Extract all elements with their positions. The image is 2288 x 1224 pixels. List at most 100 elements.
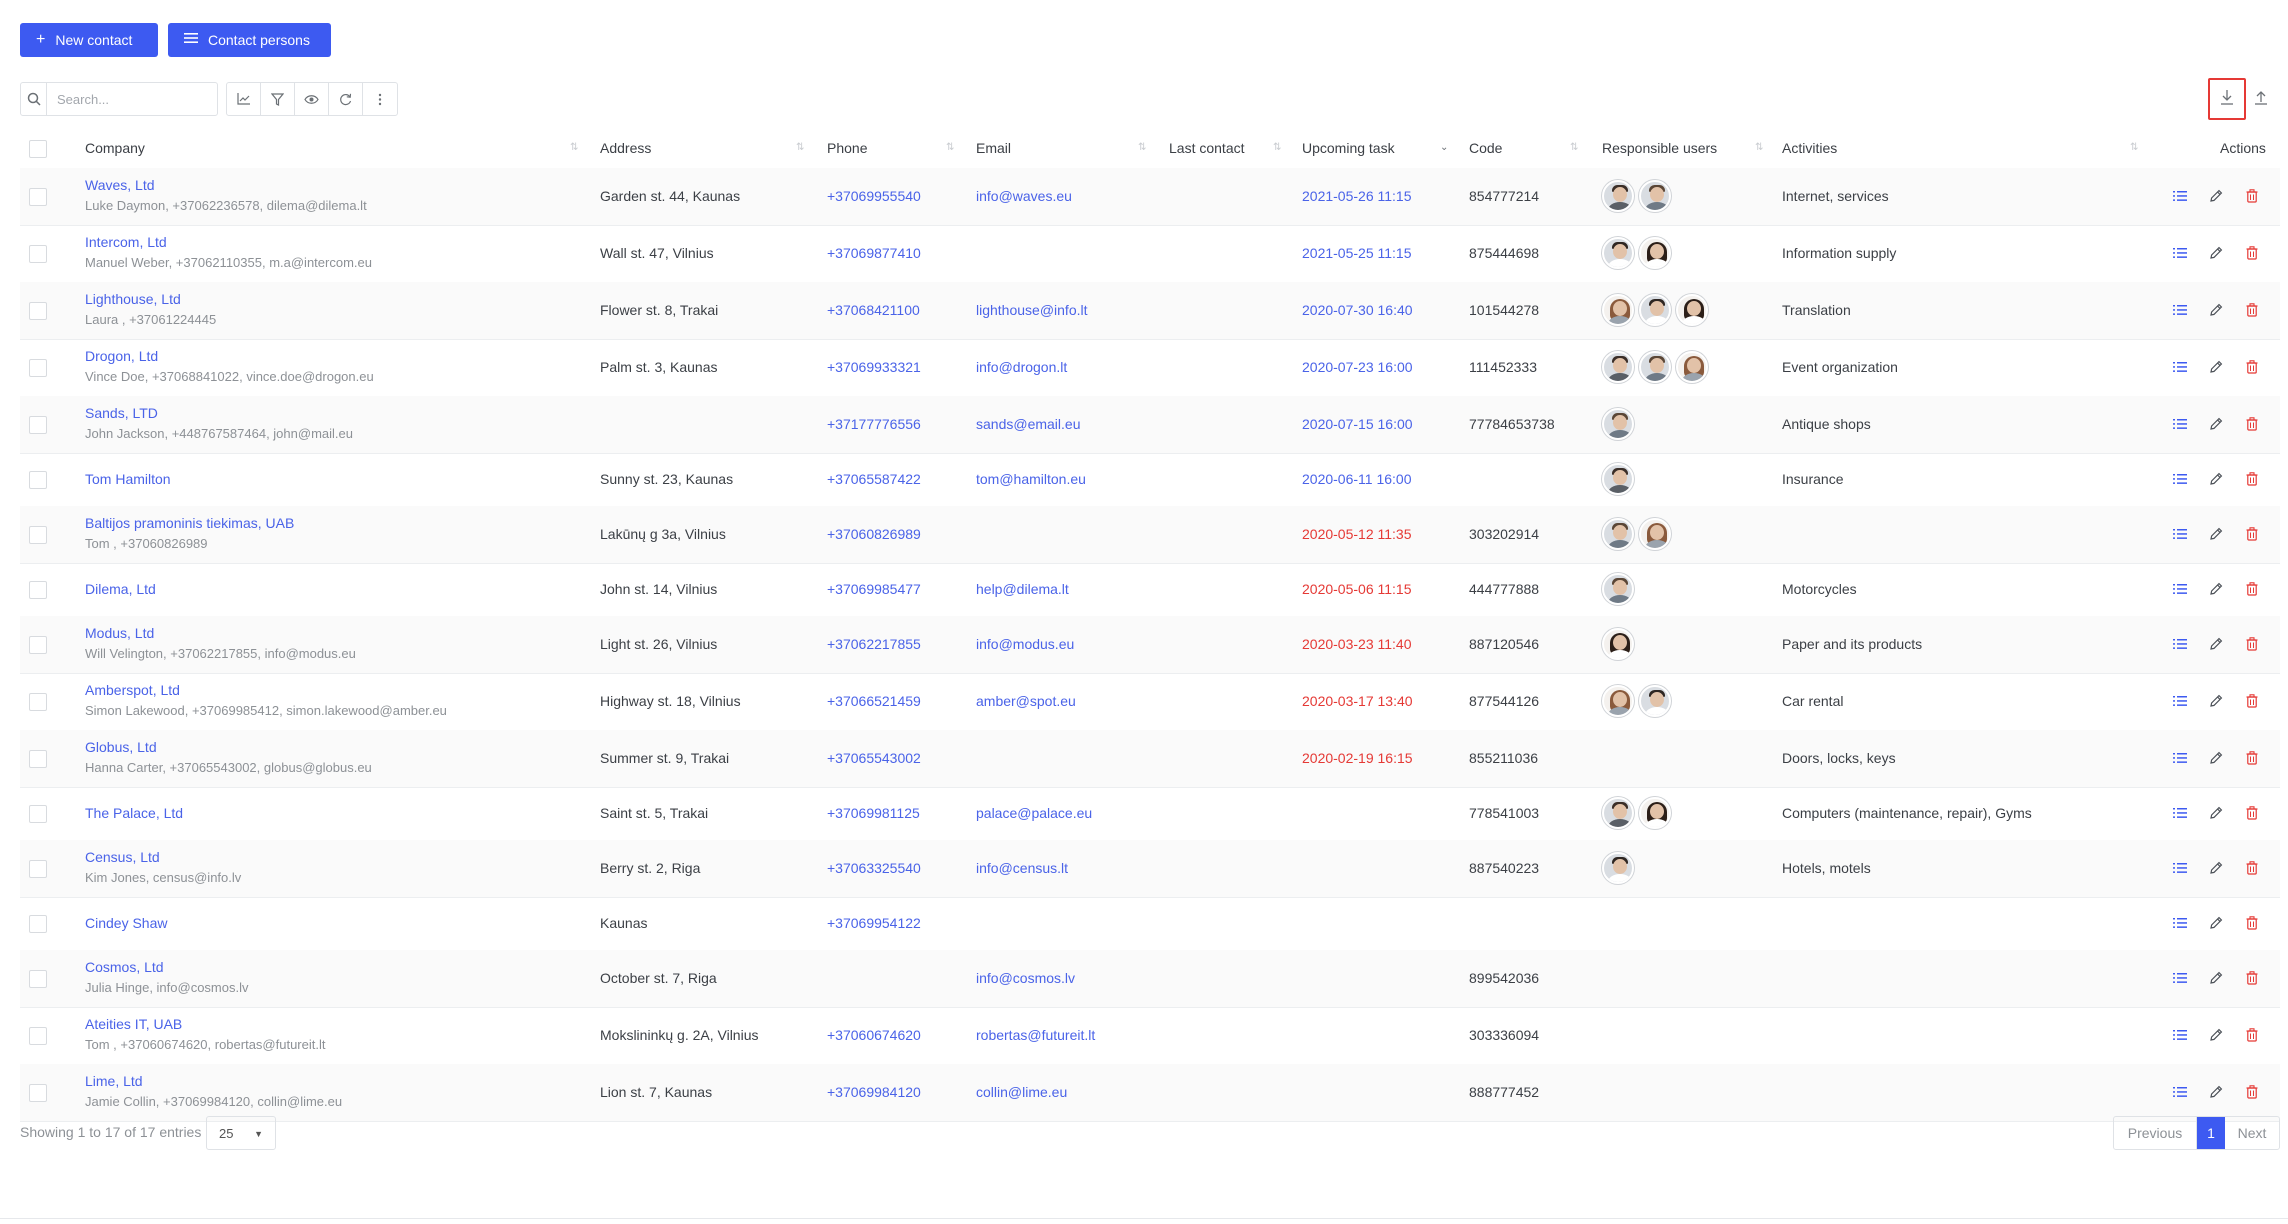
tasks-list-icon[interactable] bbox=[2162, 1028, 2198, 1042]
phone-link[interactable]: +37065543002 bbox=[827, 749, 921, 766]
tasks-list-icon[interactable] bbox=[2162, 637, 2198, 651]
email-link[interactable]: collin@lime.eu bbox=[976, 1083, 1068, 1100]
edit-pencil-icon[interactable] bbox=[2198, 527, 2234, 541]
company-link[interactable]: Modus, Ltd bbox=[85, 624, 155, 641]
company-link[interactable]: Cosmos, Ltd bbox=[85, 958, 164, 975]
delete-trash-icon[interactable] bbox=[2234, 526, 2270, 541]
delete-trash-icon[interactable] bbox=[2234, 188, 2270, 203]
delete-trash-icon[interactable] bbox=[2234, 1027, 2270, 1042]
phone-link[interactable]: +37060674620 bbox=[827, 1026, 921, 1043]
tasks-list-icon[interactable] bbox=[2162, 527, 2198, 541]
company-link[interactable]: Drogon, Ltd bbox=[85, 347, 159, 364]
export-button[interactable] bbox=[2208, 78, 2246, 120]
avatar[interactable] bbox=[1602, 851, 1634, 884]
delete-trash-icon[interactable] bbox=[2234, 359, 2270, 374]
email-link[interactable]: help@dilema.lt bbox=[976, 580, 1069, 597]
tasks-list-icon[interactable] bbox=[2162, 694, 2198, 708]
avatar[interactable] bbox=[1639, 517, 1671, 550]
phone-link[interactable]: +37063325540 bbox=[827, 859, 921, 876]
tasks-list-icon[interactable] bbox=[2162, 246, 2198, 260]
avatar[interactable] bbox=[1639, 179, 1671, 212]
row-checkbox[interactable] bbox=[29, 804, 47, 823]
delete-trash-icon[interactable] bbox=[2234, 581, 2270, 596]
tasks-list-icon[interactable] bbox=[2162, 360, 2198, 374]
edit-pencil-icon[interactable] bbox=[2198, 694, 2234, 708]
column-phone[interactable]: Phone bbox=[827, 140, 868, 156]
tasks-list-icon[interactable] bbox=[2162, 472, 2198, 486]
select-all-checkbox[interactable] bbox=[29, 140, 47, 158]
edit-pencil-icon[interactable] bbox=[2198, 189, 2234, 203]
row-checkbox[interactable] bbox=[29, 525, 47, 544]
avatar[interactable] bbox=[1639, 796, 1671, 829]
sort-icon[interactable]: ⇅ bbox=[946, 142, 954, 153]
avatar[interactable] bbox=[1602, 572, 1634, 605]
phone-link[interactable]: +37066521459 bbox=[827, 692, 921, 709]
edit-pencil-icon[interactable] bbox=[2198, 1028, 2234, 1042]
refresh-icon[interactable] bbox=[329, 83, 363, 115]
edit-pencil-icon[interactable] bbox=[2198, 637, 2234, 651]
column-responsible-users[interactable]: Responsible users bbox=[1602, 140, 1718, 156]
row-checkbox[interactable] bbox=[29, 692, 47, 711]
row-checkbox[interactable] bbox=[29, 749, 47, 768]
column-address[interactable]: Address bbox=[600, 140, 652, 156]
sort-icon[interactable]: ⇅ bbox=[570, 142, 578, 153]
avatar[interactable] bbox=[1639, 293, 1671, 326]
more-vertical-icon[interactable] bbox=[363, 83, 397, 115]
row-checkbox[interactable] bbox=[29, 415, 47, 434]
tasks-list-icon[interactable] bbox=[2162, 417, 2198, 431]
row-checkbox[interactable] bbox=[29, 301, 47, 320]
delete-trash-icon[interactable] bbox=[2234, 970, 2270, 985]
sort-icon[interactable]: ⇅ bbox=[1138, 142, 1146, 153]
upcoming-task-link[interactable]: 2020-07-30 16:40 bbox=[1302, 301, 1413, 318]
delete-trash-icon[interactable] bbox=[2234, 416, 2270, 431]
sort-icon[interactable]: ⇅ bbox=[2130, 142, 2138, 153]
column-company[interactable]: Company bbox=[85, 140, 145, 156]
row-checkbox[interactable] bbox=[29, 635, 47, 654]
delete-trash-icon[interactable] bbox=[2234, 302, 2270, 317]
previous-page-button[interactable]: Previous bbox=[2114, 1117, 2197, 1149]
row-checkbox[interactable] bbox=[29, 470, 47, 489]
edit-pencil-icon[interactable] bbox=[2198, 1085, 2234, 1099]
column-code[interactable]: Code bbox=[1469, 140, 1503, 156]
new-contact-button[interactable]: + New contact bbox=[20, 23, 158, 57]
sort-icon[interactable]: ⇅ bbox=[1755, 142, 1763, 153]
avatar[interactable] bbox=[1602, 796, 1634, 829]
tasks-list-icon[interactable] bbox=[2162, 971, 2198, 985]
email-link[interactable]: robertas@futureit.lt bbox=[976, 1026, 1096, 1043]
tasks-list-icon[interactable] bbox=[2162, 916, 2198, 930]
upcoming-task-link[interactable]: 2020-07-15 16:00 bbox=[1302, 415, 1413, 432]
eye-icon[interactable] bbox=[295, 83, 329, 115]
row-checkbox[interactable] bbox=[29, 244, 47, 263]
delete-trash-icon[interactable] bbox=[2234, 1084, 2270, 1099]
delete-trash-icon[interactable] bbox=[2234, 636, 2270, 651]
avatar[interactable] bbox=[1602, 350, 1634, 383]
email-link[interactable]: tom@hamilton.eu bbox=[976, 470, 1086, 487]
tasks-list-icon[interactable] bbox=[2162, 861, 2198, 875]
delete-trash-icon[interactable] bbox=[2234, 805, 2270, 820]
upcoming-task-link[interactable]: 2021-05-26 11:15 bbox=[1302, 187, 1412, 204]
import-button[interactable] bbox=[2242, 78, 2280, 120]
row-checkbox[interactable] bbox=[29, 859, 47, 878]
avatar[interactable] bbox=[1602, 517, 1634, 550]
avatar[interactable] bbox=[1676, 350, 1708, 383]
row-checkbox[interactable] bbox=[29, 969, 47, 988]
avatar[interactable] bbox=[1639, 236, 1671, 269]
page-size-select[interactable]: 25 ▼ bbox=[206, 1116, 276, 1150]
upcoming-task-link[interactable]: 2020-03-17 13:40 bbox=[1302, 692, 1413, 709]
row-checkbox[interactable] bbox=[29, 187, 47, 206]
phone-link[interactable]: +37060826989 bbox=[827, 525, 921, 542]
column-upcoming-task[interactable]: Upcoming task bbox=[1302, 140, 1395, 156]
avatar[interactable] bbox=[1602, 407, 1634, 440]
avatar[interactable] bbox=[1602, 293, 1634, 326]
edit-pencil-icon[interactable] bbox=[2198, 751, 2234, 765]
delete-trash-icon[interactable] bbox=[2234, 245, 2270, 260]
tasks-list-icon[interactable] bbox=[2162, 751, 2198, 765]
upcoming-task-link[interactable]: 2020-05-12 11:35 bbox=[1302, 525, 1412, 542]
phone-link[interactable]: +37069955540 bbox=[827, 187, 921, 204]
edit-pencil-icon[interactable] bbox=[2198, 861, 2234, 875]
delete-trash-icon[interactable] bbox=[2234, 860, 2270, 875]
tasks-list-icon[interactable] bbox=[2162, 303, 2198, 317]
email-link[interactable]: info@modus.eu bbox=[976, 635, 1075, 652]
email-link[interactable]: palace@palace.eu bbox=[976, 804, 1093, 821]
edit-pencil-icon[interactable] bbox=[2198, 806, 2234, 820]
